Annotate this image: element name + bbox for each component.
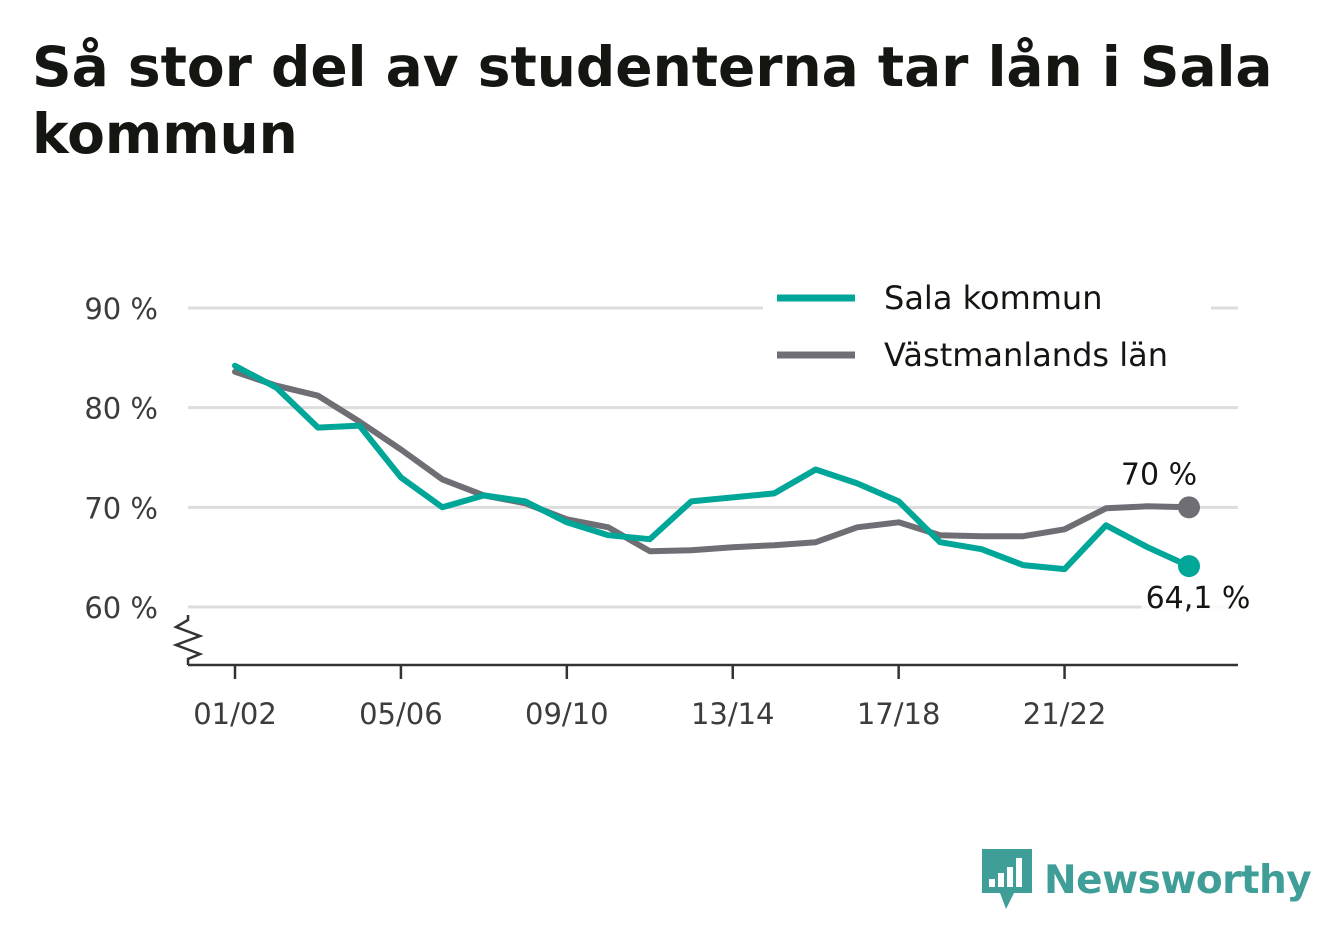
legend-label: Sala kommun: [884, 279, 1102, 317]
x-tick-label: 17/18: [857, 697, 941, 731]
y-tick-label: 80 %: [84, 392, 158, 426]
x-tick-label: 21/22: [1023, 697, 1107, 731]
legend-label: Västmanlands län: [884, 336, 1168, 374]
end-label-background: [1116, 457, 1202, 493]
brand-name: Newsworthy: [1044, 857, 1312, 903]
newsworthy-logo-icon: [982, 849, 1032, 909]
end-label: 70 %: [1121, 457, 1197, 492]
x-tick-label: 01/02: [193, 697, 277, 731]
y-axis-break: [172, 615, 204, 665]
end-marker: [1178, 496, 1200, 519]
end-label-background: [1141, 581, 1255, 617]
end-markers: 64,1 % 70 %: [1116, 457, 1255, 617]
y-tick-label: 60 %: [84, 591, 158, 625]
y-tick-label: 90 %: [84, 292, 158, 326]
end-marker: [1178, 555, 1200, 578]
chart-title: Så stor del av studenterna tar lån i Sal…: [32, 35, 1273, 166]
series-line-vastmanlands-lan: [232, 368, 1192, 555]
x-tick-label: 13/14: [691, 697, 775, 731]
x-axis: 01/02 05/06 09/10 13/14 17/18 21/22: [188, 663, 1238, 731]
legend-background: [763, 274, 1211, 390]
end-label: 64,1 %: [1146, 581, 1251, 616]
series-line-sala-kommun: [232, 362, 1192, 573]
y-tick-label: 70 %: [84, 491, 158, 525]
y-axis: 60 % 70 % 80 % 90 %: [84, 292, 204, 665]
legend: Sala kommun Västmanlands län: [763, 274, 1211, 390]
x-tick-label: 09/10: [525, 697, 609, 731]
brand-logo: Newsworthy: [982, 848, 1312, 912]
x-tick-label: 05/06: [359, 697, 443, 731]
series-lines: [232, 362, 1192, 573]
